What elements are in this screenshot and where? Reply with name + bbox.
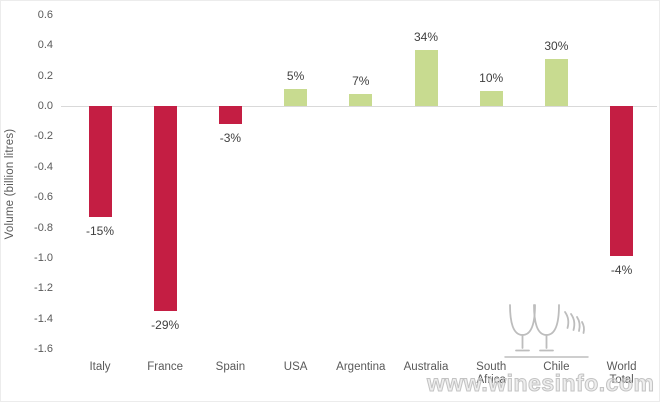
bar-label-world-total: -4%	[610, 263, 633, 278]
y-tick-label-0.2: 0.2	[37, 69, 53, 82]
bar-chile	[544, 58, 568, 106]
y-tick-label--1.2: -1.2	[34, 282, 53, 295]
y-tick-label--0.8: -0.8	[34, 221, 53, 234]
bar-italy	[88, 106, 112, 217]
bar-south-africa	[479, 90, 503, 106]
bar-world-total	[610, 106, 634, 257]
y-tick-label--0.4: -0.4	[34, 160, 53, 173]
y-tick-label--1.0: -1.0	[34, 252, 53, 264]
winesinfo-watermark: www.winesinfo.com	[427, 370, 655, 397]
x-axis-label-south-africa: South Africa	[476, 361, 507, 386]
bar-label-south-africa: 10%	[479, 70, 504, 85]
bar-label-chile: 30%	[544, 38, 569, 53]
y-axis-title: Volume (billion litres)	[4, 128, 16, 240]
x-axis-label-italy: Italy	[89, 361, 111, 373]
x-axis-label-france: France	[147, 361, 184, 373]
wine-glasses-icon	[504, 304, 589, 358]
bar-spain	[218, 106, 242, 125]
y-tick-label--0.2: -0.2	[34, 130, 53, 143]
bar-label-italy: -15%	[85, 223, 114, 238]
bar-label-spain: -3%	[219, 131, 242, 146]
bar-france	[153, 106, 177, 312]
x-axis-label-usa: USA	[283, 361, 308, 373]
bar-label-australia: 34%	[413, 29, 439, 44]
x-axis-label-chile: Chile	[543, 361, 570, 373]
y-tick-label-0.6: 0.6	[37, 8, 53, 21]
y-tick-label--0.6: -0.6	[34, 191, 53, 204]
bar-argentina	[349, 93, 373, 106]
x-axis-label-argentina: Argentina	[336, 361, 386, 373]
x-axis-label-world-total: World Total	[606, 361, 637, 386]
y-tick-label-0.4: 0.4	[37, 39, 53, 52]
x-axis-line	[61, 106, 657, 107]
bar-label-france: -29%	[151, 318, 180, 333]
bar-usa	[284, 89, 308, 106]
bar-label-usa: 5%	[286, 69, 305, 84]
x-axis-label-australia: Australia	[403, 361, 449, 373]
y-tick-label--1.6: -1.6	[34, 343, 53, 356]
x-axis-label-spain: Spain	[215, 361, 246, 373]
y-tick-label--1.4: -1.4	[34, 312, 53, 325]
bar-label-argentina: 7%	[352, 73, 370, 88]
bar-australia	[414, 49, 438, 106]
y-tick-label-0.0: 0.0	[37, 100, 53, 112]
